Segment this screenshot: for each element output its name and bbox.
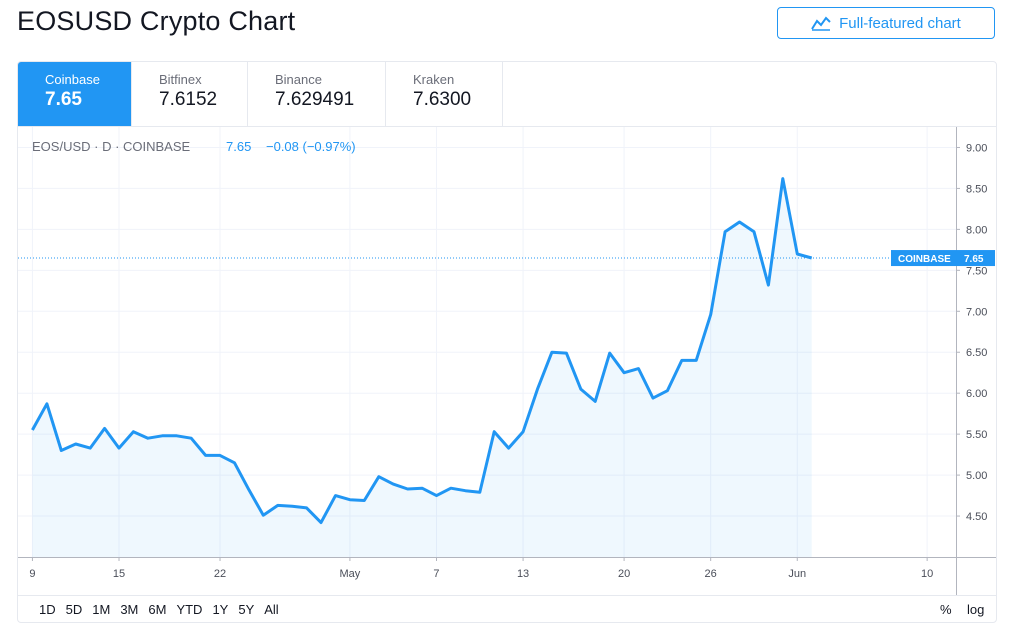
x-tick-label: 10 [921, 568, 933, 580]
range-button-all[interactable]: All [259, 602, 283, 617]
tab-binance[interactable]: Binance 7.629491 [248, 62, 386, 126]
tab-exchange-name: Kraken [413, 72, 502, 87]
legend-symbol: EOS/USD · D · COINBASE [32, 139, 191, 154]
log-scale-button[interactable]: log [967, 602, 984, 617]
tab-exchange-name: Binance [275, 72, 385, 87]
y-tick-label: 8.00 [966, 224, 987, 236]
range-button-1d[interactable]: 1D [34, 602, 61, 617]
chart-legend: EOS/USD · D · COINBASE 7.65 −0.08 (−0.97%) [32, 139, 356, 154]
x-tick-label: 15 [113, 568, 125, 580]
percent-scale-button[interactable]: % [940, 602, 952, 617]
series-area [32, 179, 811, 557]
full-featured-chart-label: Full-featured chart [839, 15, 961, 32]
x-tick-label: 26 [705, 568, 717, 580]
tab-coinbase[interactable]: Coinbase 7.65 [18, 62, 132, 126]
x-tick-label: Jun [788, 568, 806, 580]
y-tick-label: 6.00 [966, 388, 987, 400]
range-button-ytd[interactable]: YTD [171, 602, 207, 617]
chart-line-icon [811, 15, 831, 31]
y-tick-label: 7.50 [966, 265, 987, 277]
y-tick-label: 5.50 [966, 429, 987, 441]
y-tick-label: 4.50 [966, 511, 987, 523]
x-tick-label: 20 [618, 568, 630, 580]
tab-kraken[interactable]: Kraken 7.6300 [386, 62, 503, 126]
tab-exchange-name: Bitfinex [159, 72, 247, 87]
y-tick-label: 8.50 [966, 183, 987, 195]
tab-price: 7.65 [45, 89, 131, 111]
y-tick-label: 6.50 [966, 347, 987, 359]
last-price-tag: COINBASE 7.65 [891, 250, 995, 266]
full-featured-chart-button[interactable]: Full-featured chart [777, 7, 995, 39]
range-button-1y[interactable]: 1Y [207, 602, 233, 617]
price-tag-label: COINBASE [898, 254, 951, 265]
x-tick-label: 22 [214, 568, 226, 580]
tab-price: 7.629491 [275, 89, 385, 111]
x-tick-label: 9 [29, 568, 35, 580]
price-tag-value: 7.65 [964, 254, 984, 265]
legend-last-price: 7.65 [226, 139, 251, 154]
y-tick-label: 5.00 [966, 470, 987, 482]
range-button-1m[interactable]: 1M [87, 602, 115, 617]
range-button-3m[interactable]: 3M [115, 602, 143, 617]
tab-price: 7.6152 [159, 89, 247, 111]
chart-widget: Coinbase 7.65 Bitfinex 7.6152 Binance 7.… [17, 61, 997, 623]
page-title: EOSUSD Crypto Chart [17, 6, 295, 37]
range-button-5d[interactable]: 5D [61, 602, 88, 617]
legend-change: −0.08 (−0.97%) [266, 139, 356, 154]
range-button-6m[interactable]: 6M [143, 602, 171, 617]
y-tick-label: 7.00 [966, 306, 987, 318]
x-tick-label: 7 [433, 568, 439, 580]
tab-price: 7.6300 [413, 89, 502, 111]
price-chart[interactable]: 4.50 5.00 5.50 6.00 6.50 7.00 7.50 8.00 8.50 9.00… [18, 127, 997, 595]
exchange-tabs: Coinbase 7.65 Bitfinex 7.6152 Binance 7.… [18, 62, 997, 127]
y-tick-label: 9.00 [966, 142, 987, 154]
tab-exchange-name: Coinbase [45, 72, 131, 87]
x-tick-label: May [340, 568, 361, 580]
tab-bitfinex[interactable]: Bitfinex 7.6152 [132, 62, 248, 126]
x-tick-label: 13 [517, 568, 529, 580]
range-button-5y[interactable]: 5Y [233, 602, 259, 617]
